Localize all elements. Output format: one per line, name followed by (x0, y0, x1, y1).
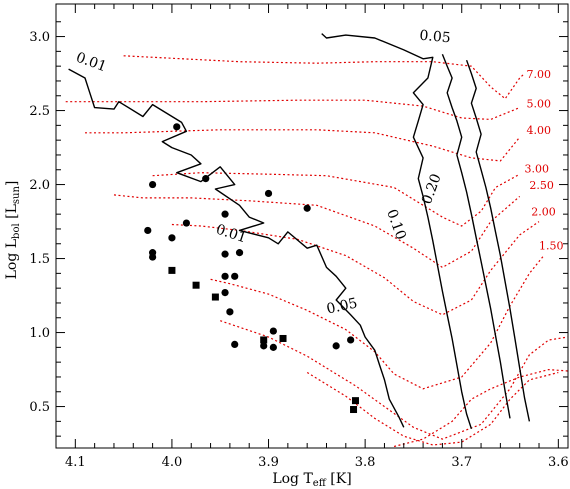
star-circle-point (235, 249, 244, 257)
plot-frame (55, 3, 569, 449)
star-circle-point (182, 219, 191, 227)
x-tick-label: 3.6 (548, 455, 569, 470)
labels-layer: 7.00 5.00 4.00 3.00 2.50 2.00 1.50 0.01 0.05 0.01… (74, 28, 564, 318)
star-square-point (260, 336, 268, 344)
x-axis-label: Log Teff [K] (272, 471, 351, 489)
ticks-layer: 4.1 4.0 3.9 3.8 3.7 3.6 0.5 1.0 1.5 2.0 2.5 3.0 (29, 4, 569, 470)
star-circle-point (221, 210, 229, 218)
star-circle-point (231, 272, 239, 280)
star-circle-point (173, 123, 181, 131)
evolutionary-track (393, 368, 568, 448)
isochrones-layer (68, 33, 531, 430)
star-circle-point (231, 340, 239, 348)
isochrone-0.05 (321, 33, 473, 430)
y-tick-label: 0.5 (29, 400, 50, 415)
isochrone-label: 0.20 (419, 172, 445, 207)
evolutionary-track (85, 129, 521, 162)
isochrone-label: 0.10 (383, 207, 409, 242)
star-circle-point (221, 250, 229, 258)
y-axis-label-unit-pre: [L (4, 204, 20, 223)
star-circle-point (144, 226, 152, 235)
track-mass-label: 5.00 (526, 98, 551, 111)
track-mass-label: 1.50 (539, 240, 564, 253)
y-axis-label-sub: bol (11, 223, 22, 239)
y-axis-label-unit-sub: sun (11, 186, 22, 205)
isochrone-0.20 (465, 59, 531, 422)
star-square-point (211, 293, 219, 301)
y-axis-label: Log Lbol [Lsun] (4, 181, 22, 280)
evolutionary-track (220, 320, 568, 440)
x-tick-label: 3.8 (355, 455, 376, 470)
star-circle-point (221, 289, 229, 297)
x-tick-label: 4.0 (162, 455, 183, 470)
star-circle-point (149, 253, 157, 261)
evolutionary-track (210, 255, 545, 390)
star-circle-point (347, 336, 355, 344)
x-tick-label: 3.7 (451, 455, 472, 470)
star-circle-point (202, 175, 210, 183)
star-circle-point (260, 342, 268, 350)
y-tick-label: 1.0 (29, 326, 50, 341)
track-mass-label: 7.00 (526, 68, 551, 81)
star-circle-point (269, 327, 277, 335)
y-tick-label: 2.5 (29, 104, 50, 119)
track-mass-label: 2.00 (531, 206, 556, 219)
evolutionary-track (65, 99, 520, 121)
evolutionary-tracks-layer (65, 55, 568, 448)
isochrone-label: 0.01 (74, 50, 109, 76)
isochrone-0.01 (68, 68, 405, 428)
evolutionary-track (123, 55, 525, 100)
isochrone-label: 0.05 (419, 28, 451, 47)
star-square-point (351, 397, 359, 405)
x-tick-label: 4.1 (65, 455, 86, 470)
x-tick-label: 3.9 (258, 455, 279, 470)
star-circle-point (226, 308, 234, 316)
star-circle-point (332, 342, 340, 350)
star-circle-point (149, 180, 157, 189)
isochrone-0.10 (441, 54, 511, 419)
track-mass-label: 3.00 (525, 163, 550, 176)
x-axis-label-sub: eff (313, 478, 327, 489)
evolutionary-track (306, 371, 559, 446)
star-circle-point (264, 189, 273, 198)
y-tick-label: 1.5 (29, 252, 50, 267)
evolutionary-track (152, 172, 520, 227)
isochrone-label: 0.05 (325, 295, 359, 317)
isochrone-label: 0.01 (214, 222, 249, 247)
data-points-layer (144, 123, 359, 414)
star-square-point (168, 266, 176, 274)
track-mass-label: 4.00 (526, 124, 551, 137)
x-axis-label-main: Log T (272, 471, 313, 487)
y-tick-label: 3.0 (29, 30, 50, 45)
star-square-point (350, 406, 358, 414)
star-circle-point (303, 204, 311, 212)
y-tick-label: 2.0 (29, 178, 50, 193)
x-axis-label-unit: [K] (326, 471, 352, 487)
star-square-point (279, 334, 287, 342)
y-axis-label-unit-post: ] (4, 181, 20, 186)
track-mass-label: 2.50 (529, 179, 554, 192)
star-circle-point (168, 234, 176, 242)
star-square-point (192, 281, 200, 289)
star-circle-point (221, 272, 229, 280)
evolutionary-track (113, 194, 521, 269)
y-axis-label-main: Log L (4, 239, 20, 279)
star-circle-point (269, 343, 277, 351)
